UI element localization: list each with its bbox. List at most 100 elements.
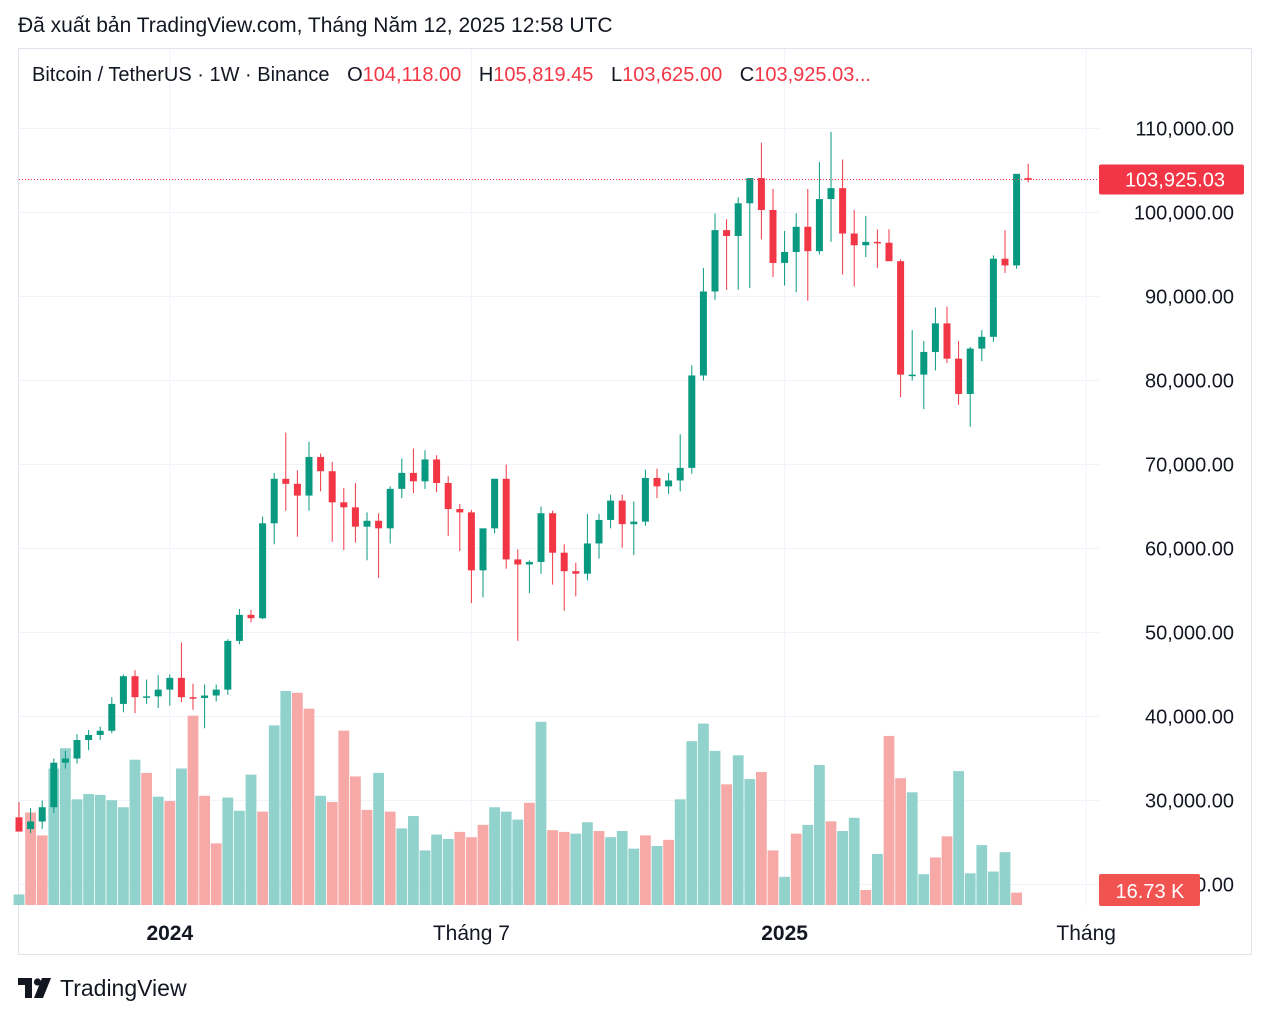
volume-bar [25, 812, 36, 905]
volume-bar [547, 830, 558, 905]
candle-body [467, 512, 475, 571]
volume-bar [292, 692, 303, 905]
volume-bar [535, 721, 547, 905]
candle-body [456, 509, 464, 513]
candle-body [537, 513, 545, 562]
volume-bar [245, 774, 257, 905]
candle-body [607, 500, 615, 520]
candle-body [746, 178, 754, 204]
candle-body [920, 351, 928, 375]
volume-bar [164, 801, 176, 905]
candle-body [665, 480, 673, 487]
candle-body [1001, 258, 1009, 266]
y-tick-label: 110,000.00 [1135, 119, 1234, 141]
symbol-name[interactable]: Bitcoin / TetherUS · 1W · Binance [32, 64, 330, 86]
candle-body [491, 478, 499, 529]
candle-body [897, 261, 905, 375]
candle-body [409, 472, 417, 482]
volume-bar [71, 799, 83, 905]
volume-bar [408, 816, 419, 905]
candle-body [433, 459, 441, 483]
volume-bar [872, 853, 883, 905]
candle-body [734, 203, 742, 237]
candle-body [201, 695, 209, 699]
volume-bar [199, 795, 210, 905]
candle-body [50, 762, 58, 808]
candle-body [479, 528, 487, 571]
candle-body [166, 677, 174, 690]
candle-body [862, 241, 870, 246]
volume-bar [419, 850, 431, 905]
volume-bar [628, 848, 640, 905]
volume-bar [268, 725, 280, 905]
volume-bar [721, 784, 732, 905]
candle-body [931, 323, 939, 352]
last-price-label: 103,925.03 [1125, 170, 1225, 192]
volume-bar [953, 771, 964, 905]
candle-body [143, 696, 151, 698]
candle-body [723, 230, 731, 237]
volume-bar [802, 824, 814, 905]
volume-bar [524, 802, 535, 905]
volume-bar [187, 715, 199, 905]
volume-bar [431, 834, 442, 905]
candle-body [235, 614, 243, 641]
candle-body [38, 807, 46, 822]
y-tick-label: 60,000.00 [1145, 539, 1234, 561]
volume-bar [118, 807, 129, 905]
volume-bar [674, 799, 686, 905]
y-tick-label: 100,000.00 [1134, 203, 1234, 225]
candle-body [549, 513, 557, 553]
volume-bar [141, 772, 152, 905]
volume-bar [338, 730, 350, 905]
volume-bar [848, 817, 860, 905]
candle-body [781, 251, 789, 263]
candle-body [293, 483, 301, 496]
volume-bar [48, 768, 60, 905]
volume-bar [477, 824, 489, 905]
volume-bar [1011, 892, 1022, 905]
volume-bar [651, 845, 663, 905]
volume-bar [500, 811, 512, 905]
candle-body [305, 456, 313, 496]
volume-bar [373, 772, 384, 905]
volume-bar [582, 822, 593, 905]
volume-bar [106, 800, 118, 905]
volume-bar [60, 748, 71, 905]
candle-body [212, 689, 220, 696]
volume-bar [466, 837, 477, 905]
volume-bar [222, 797, 234, 905]
volume-bar [941, 836, 953, 905]
volume-bar [814, 764, 825, 905]
volume-bar [442, 838, 454, 905]
tradingview-brand[interactable]: TradingView [18, 975, 187, 1002]
volume-bar [698, 723, 709, 905]
volume-bar [326, 801, 338, 905]
volume-bar [129, 759, 141, 905]
volume-bar [906, 792, 918, 905]
chart-frame [18, 48, 1252, 955]
candle-body [560, 552, 568, 572]
candle-body [1024, 178, 1032, 180]
volume-bar [361, 809, 373, 905]
high-label: H [478, 64, 494, 86]
volume-bar [558, 831, 570, 905]
y-tick-label: 70,000.00 [1145, 455, 1234, 477]
tradingview-logo-icon [18, 977, 51, 998]
candle-body [386, 488, 394, 529]
volume-bar [83, 794, 94, 905]
volume-bar [280, 691, 292, 905]
y-tick-label: 50,000.00 [1145, 623, 1234, 645]
candle-body [270, 478, 278, 524]
volume-bar [964, 873, 976, 905]
volume-bar [350, 776, 361, 905]
volume-bar [756, 772, 767, 905]
open-value: 104,118.00 [362, 64, 462, 86]
candle-body [885, 242, 893, 262]
candle-body [583, 543, 591, 574]
volume-bar [988, 871, 999, 905]
published-caption: Đã xuất bản TradingView.com, Tháng Năm 1… [18, 14, 613, 37]
volume-bar [13, 894, 25, 905]
volume-bar [779, 876, 790, 905]
